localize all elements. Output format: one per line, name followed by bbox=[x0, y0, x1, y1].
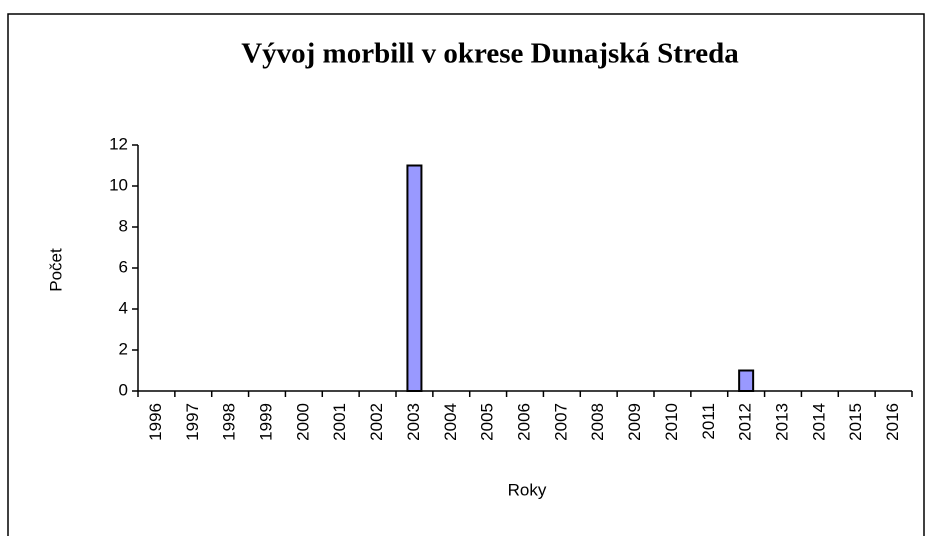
y-axis-label: Počet bbox=[46, 248, 65, 292]
x-tick-label: 2008 bbox=[588, 403, 607, 441]
x-tick-label: 2010 bbox=[662, 403, 681, 441]
x-tick-label: 1997 bbox=[183, 403, 202, 441]
bar bbox=[406, 164, 423, 392]
x-tick-label: 2011 bbox=[699, 403, 718, 440]
x-tick-label: 2000 bbox=[293, 403, 312, 441]
x-tick-label: 2006 bbox=[514, 403, 533, 441]
x-tick-label: 1996 bbox=[146, 403, 165, 441]
chart-title: Vývoj morbill v okrese Dunajská Streda bbox=[241, 38, 739, 70]
x-tick-label: 2005 bbox=[478, 403, 497, 441]
y-tick-label: 12 bbox=[109, 134, 128, 153]
x-tick-label: 2004 bbox=[441, 403, 460, 441]
y-tick-label: 2 bbox=[119, 339, 128, 358]
x-tick-label: 2012 bbox=[736, 403, 755, 441]
x-tick-label: 2003 bbox=[404, 403, 423, 441]
chart-border bbox=[7, 13, 925, 536]
y-tick-label: 10 bbox=[109, 175, 128, 194]
y-tick-label: 6 bbox=[119, 257, 128, 276]
bar bbox=[738, 369, 755, 392]
y-tick-label: 4 bbox=[119, 298, 128, 317]
x-tick-label: 1999 bbox=[256, 403, 275, 441]
x-tick-label: 2013 bbox=[772, 403, 791, 441]
y-tick-label: 0 bbox=[119, 380, 128, 399]
x-tick-label: 1998 bbox=[220, 403, 239, 441]
x-tick-label: 2009 bbox=[625, 403, 644, 441]
x-tick-label: 2014 bbox=[809, 403, 828, 441]
x-tick-label: 2016 bbox=[883, 403, 902, 441]
x-tick-label: 2002 bbox=[367, 403, 386, 441]
x-tick-label: 2015 bbox=[846, 403, 865, 441]
x-tick-label: 2001 bbox=[330, 403, 349, 441]
x-tick-label: 2007 bbox=[551, 403, 570, 441]
y-tick-label: 8 bbox=[119, 216, 128, 235]
x-axis-label: Roky bbox=[508, 480, 547, 499]
